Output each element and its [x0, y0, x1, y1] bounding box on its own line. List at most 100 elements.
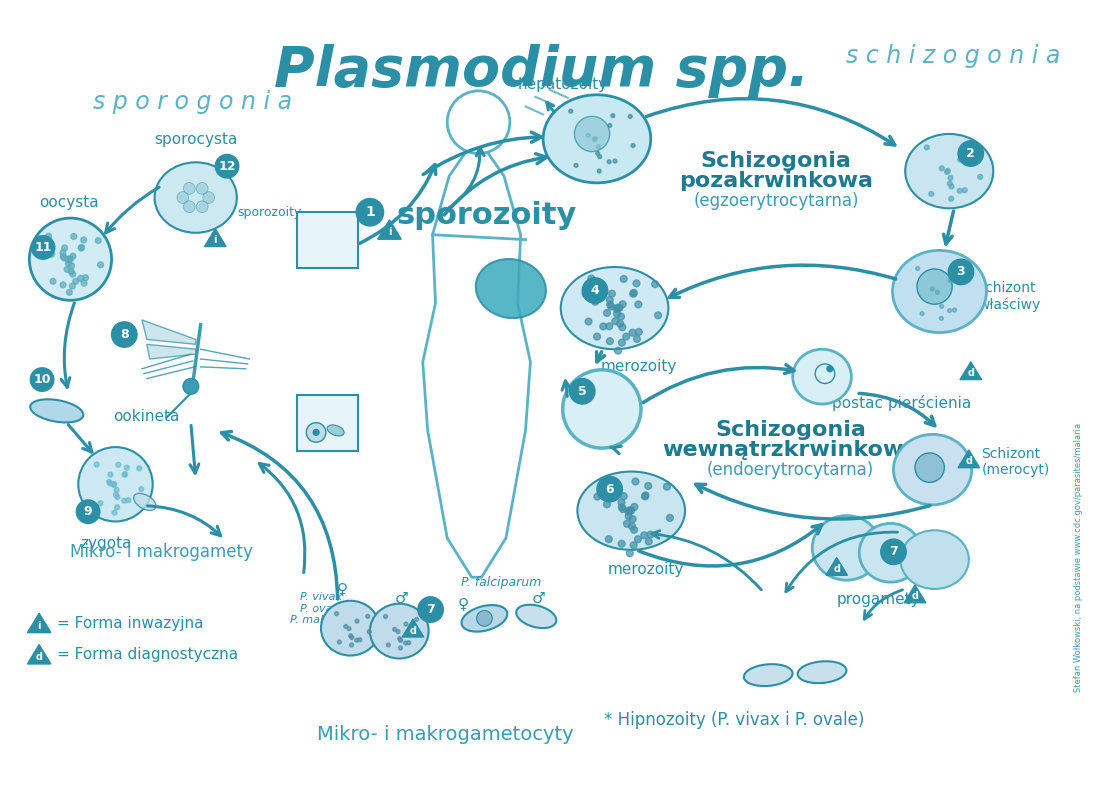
Circle shape	[963, 187, 967, 193]
Circle shape	[111, 483, 116, 487]
Circle shape	[635, 328, 642, 336]
Circle shape	[79, 245, 84, 251]
Circle shape	[30, 368, 54, 392]
Text: zygota: zygota	[80, 536, 132, 551]
Circle shape	[70, 253, 75, 259]
Text: schizont
właściwy: schizont właściwy	[978, 281, 1041, 311]
Circle shape	[881, 539, 906, 564]
Circle shape	[594, 493, 601, 500]
Circle shape	[404, 622, 408, 626]
Circle shape	[358, 637, 362, 642]
Circle shape	[916, 267, 919, 270]
FancyBboxPatch shape	[297, 395, 358, 451]
Circle shape	[949, 184, 954, 189]
Circle shape	[613, 306, 620, 312]
Text: * Hipnozoity (P. vivax i P. ovale): * Hipnozoity (P. vivax i P. ovale)	[603, 711, 864, 729]
Circle shape	[196, 201, 208, 212]
Text: sporocysta: sporocysta	[154, 131, 237, 147]
Circle shape	[613, 159, 617, 163]
Circle shape	[587, 134, 590, 138]
Circle shape	[70, 283, 75, 289]
Text: merozoity: merozoity	[601, 359, 678, 374]
Circle shape	[948, 175, 953, 180]
Ellipse shape	[134, 493, 156, 510]
Circle shape	[367, 629, 372, 633]
Circle shape	[82, 275, 89, 281]
Ellipse shape	[30, 399, 83, 423]
Circle shape	[630, 290, 637, 298]
Circle shape	[122, 472, 128, 477]
Circle shape	[915, 453, 945, 483]
Circle shape	[608, 303, 614, 310]
Text: postać pierścienia: postać pierścienia	[832, 395, 971, 411]
Text: 11: 11	[34, 241, 52, 254]
Text: Mikro- i makrogametocyty: Mikro- i makrogametocyty	[317, 724, 573, 744]
Circle shape	[603, 501, 610, 508]
Circle shape	[635, 301, 642, 308]
Circle shape	[924, 145, 929, 150]
Text: P. vivax
P. ovale
P. malariae: P. vivax P. ovale P. malariae	[291, 592, 352, 625]
Circle shape	[407, 641, 410, 645]
Circle shape	[81, 281, 87, 286]
Circle shape	[948, 309, 952, 312]
Circle shape	[592, 298, 599, 305]
Text: 6: 6	[606, 483, 614, 496]
Circle shape	[79, 447, 153, 521]
Circle shape	[629, 329, 635, 336]
Circle shape	[203, 191, 214, 204]
Circle shape	[355, 619, 359, 623]
Circle shape	[574, 116, 610, 152]
Circle shape	[945, 169, 950, 174]
Circle shape	[123, 472, 128, 477]
Circle shape	[945, 169, 949, 174]
Circle shape	[115, 462, 121, 467]
Text: (endoerytrocytarna): (endoerytrocytarna)	[708, 461, 874, 479]
Text: Stefan Wołkowski, na podstawie www.cdc.gov/parasites/malaria: Stefan Wołkowski, na podstawie www.cdc.g…	[1074, 423, 1082, 693]
Circle shape	[958, 157, 963, 162]
Circle shape	[596, 152, 600, 156]
Circle shape	[645, 538, 652, 545]
Circle shape	[618, 499, 625, 506]
Text: d: d	[833, 564, 841, 574]
Circle shape	[71, 234, 77, 239]
Polygon shape	[28, 645, 51, 664]
Circle shape	[629, 523, 635, 530]
Circle shape	[957, 188, 963, 193]
Circle shape	[633, 280, 640, 287]
Circle shape	[958, 141, 984, 166]
Text: 9: 9	[84, 505, 92, 518]
Text: d: d	[967, 368, 975, 378]
Circle shape	[73, 278, 79, 285]
Text: 12: 12	[218, 160, 236, 173]
Circle shape	[614, 304, 621, 311]
Circle shape	[78, 276, 83, 281]
Ellipse shape	[370, 603, 429, 659]
Circle shape	[620, 276, 628, 282]
Ellipse shape	[321, 601, 379, 655]
Ellipse shape	[793, 350, 852, 404]
Ellipse shape	[901, 530, 969, 589]
Polygon shape	[378, 220, 401, 239]
Ellipse shape	[578, 471, 685, 550]
Circle shape	[65, 260, 71, 267]
Text: d: d	[912, 591, 918, 601]
Circle shape	[398, 637, 401, 641]
Circle shape	[618, 540, 625, 547]
Circle shape	[630, 542, 637, 549]
Circle shape	[965, 271, 969, 275]
Circle shape	[619, 324, 625, 331]
Circle shape	[620, 493, 628, 500]
Circle shape	[114, 505, 120, 510]
Ellipse shape	[744, 664, 793, 686]
Text: s p o r o g o n i a: s p o r o g o n i a	[93, 90, 292, 114]
Circle shape	[64, 267, 70, 272]
Circle shape	[607, 297, 613, 303]
Circle shape	[68, 256, 73, 262]
Text: sporozoity: sporozoity	[396, 200, 577, 230]
Circle shape	[593, 333, 600, 340]
FancyBboxPatch shape	[297, 212, 358, 268]
Circle shape	[617, 304, 623, 311]
Circle shape	[404, 642, 408, 645]
Text: 7: 7	[426, 603, 435, 616]
Circle shape	[641, 532, 648, 539]
